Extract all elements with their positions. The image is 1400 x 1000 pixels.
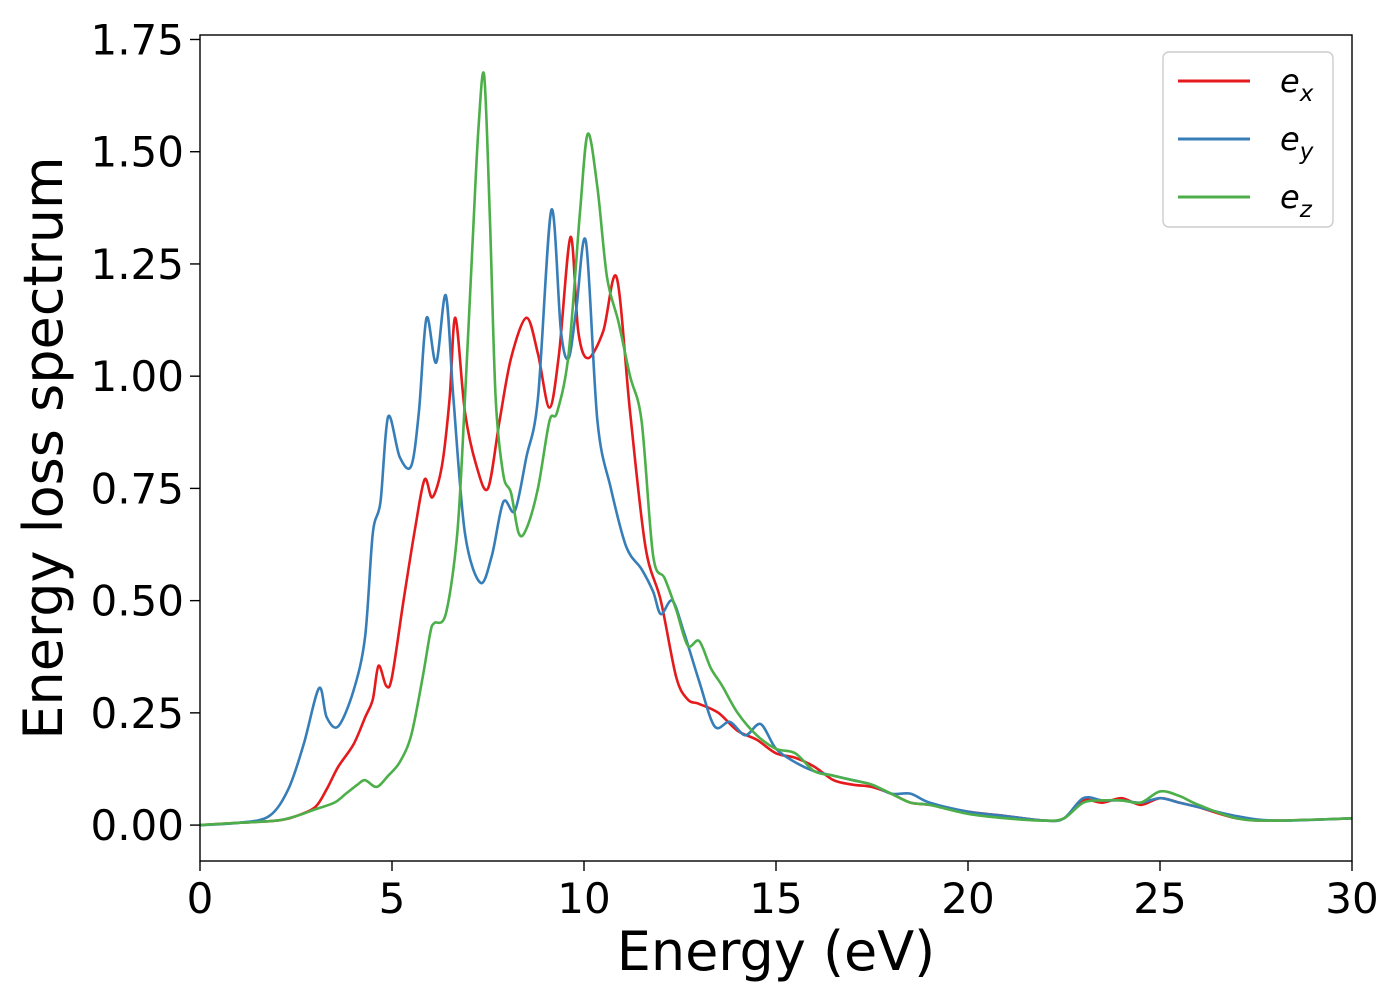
y-axis-ticks: 0.00 0.25 0.50 0.75 1.00 1.25 1.50 1.75 <box>90 15 200 850</box>
y-tick-label: 1.75 <box>90 15 184 64</box>
y-tick-label: 0.75 <box>90 464 184 513</box>
x-tick-label: 20 <box>941 874 994 923</box>
legend-label-y: ey <box>1280 120 1314 165</box>
x-tick-label: 25 <box>1133 874 1186 923</box>
series-line-z <box>199 71 1353 827</box>
x-tick-label: 10 <box>557 874 610 923</box>
x-tick-label: 30 <box>1325 874 1378 923</box>
y-tick-label: 1.25 <box>90 240 184 289</box>
y-axis-title: Energy loss spectrum <box>12 156 75 739</box>
x-tick-label: 0 <box>187 874 214 923</box>
x-tick-label: 15 <box>749 874 802 923</box>
y-tick-label: 1.00 <box>90 352 184 401</box>
y-tick-label: 1.50 <box>90 128 184 177</box>
x-tick-label: 5 <box>379 874 406 923</box>
series-lines <box>199 71 1353 827</box>
y-tick-label: 0.50 <box>90 577 184 626</box>
x-axis-ticks: 0 5 10 15 20 25 30 <box>187 861 1379 923</box>
legend: ex ey ez <box>1162 51 1334 228</box>
y-tick-label: 0.25 <box>90 689 184 738</box>
legend-label-z: ez <box>1280 178 1313 223</box>
x-axis-title: Energy (eV) <box>617 920 936 983</box>
series-line-y <box>199 208 1353 827</box>
legend-label-x: ex <box>1280 62 1314 107</box>
y-tick-label: 0.00 <box>90 801 184 850</box>
